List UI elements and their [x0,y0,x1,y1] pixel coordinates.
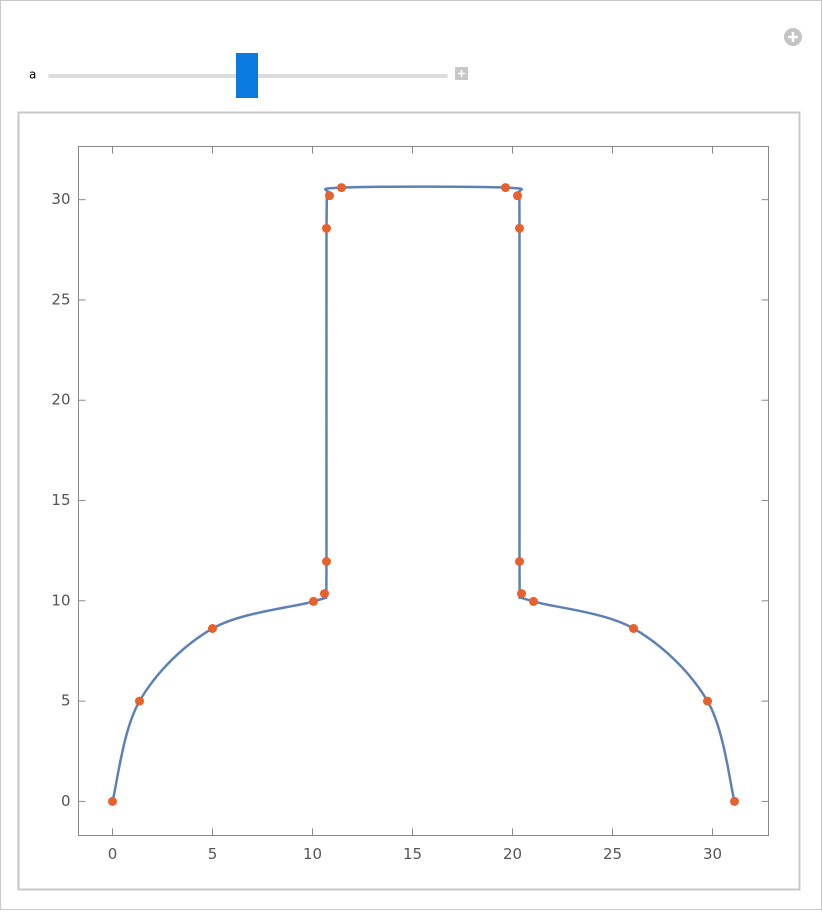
x-tick-label: 30 [703,845,722,863]
point [515,223,524,233]
point [322,223,331,233]
point [730,796,739,806]
y-tick-label: 15 [51,491,70,509]
point [529,596,538,606]
point [322,557,331,567]
y-tick-label: 30 [51,190,70,208]
control-label: a [29,68,36,82]
point [320,589,329,599]
y-tick-label: 10 [51,591,70,609]
point [513,191,522,201]
plot-frame [78,146,769,836]
x-tick-label: 5 [208,845,218,863]
point [325,191,334,201]
y-tick-label: 20 [51,391,70,409]
y-tick-label: 5 [61,692,71,710]
point [703,696,712,706]
y-tick-label: 0 [61,792,71,810]
y-tick-label: 25 [51,290,70,308]
point [208,623,217,633]
point [629,623,638,633]
x-tick-label: 15 [403,845,422,863]
slider-expand-icon [458,70,465,77]
point [515,557,524,567]
point [309,596,318,606]
options-icon [788,32,798,42]
point [517,589,526,599]
point [337,183,346,193]
plot-panel [17,111,801,891]
point [501,183,510,193]
point [135,696,144,706]
x-tick-label: 10 [303,845,322,863]
x-tick-label: 25 [603,845,622,863]
point [108,796,117,806]
x-tick-label: 0 [108,845,118,863]
slider-thumb[interactable] [236,53,258,98]
x-tick-label: 20 [503,845,522,863]
